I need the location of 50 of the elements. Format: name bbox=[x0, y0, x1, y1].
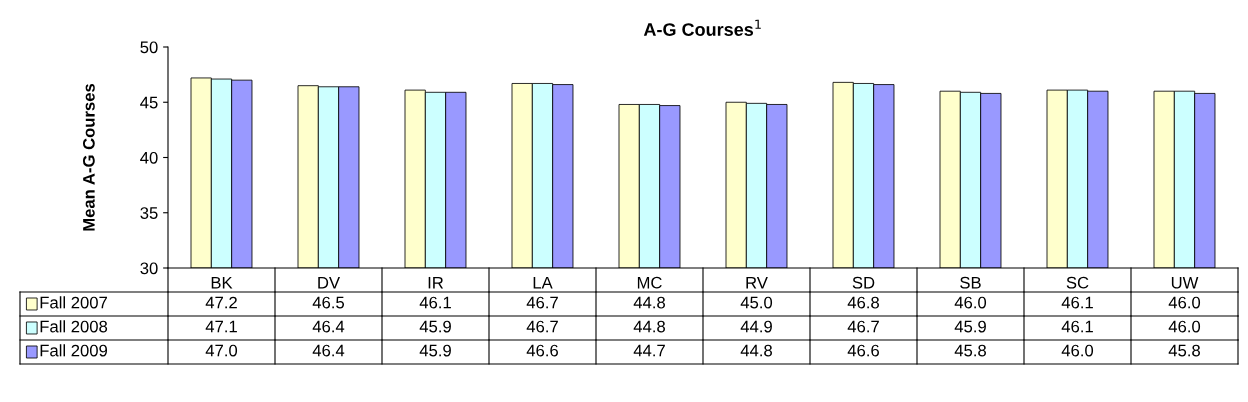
data-label: 47.1 bbox=[205, 320, 237, 333]
x-tick-label: BK bbox=[211, 276, 233, 289]
legend-label: Fall 2009 bbox=[40, 344, 108, 357]
data-label: 46.1 bbox=[1061, 320, 1093, 333]
x-tick-label: IR bbox=[428, 276, 444, 289]
data-label: 47.2 bbox=[205, 296, 237, 309]
data-label: 44.8 bbox=[740, 344, 772, 357]
y-axis-title: Mean A-G Courses bbox=[82, 83, 95, 231]
data-label: 44.8 bbox=[633, 320, 665, 333]
data-label: 45.8 bbox=[1168, 344, 1200, 357]
x-tick-label: SB bbox=[960, 276, 981, 289]
y-tick-label: 35 bbox=[140, 207, 158, 219]
chart-title: A-G Courses$^{1}$ bbox=[643, 19, 761, 36]
data-label: 46.6 bbox=[526, 344, 558, 357]
data-label: 46.6 bbox=[847, 344, 879, 357]
y-tick-label: 30 bbox=[140, 262, 158, 275]
y-tick-label: 45 bbox=[140, 96, 158, 109]
x-tick-label: RV bbox=[746, 276, 768, 289]
data-label: 46.8 bbox=[847, 296, 879, 309]
data-label: 46.0 bbox=[1168, 296, 1201, 309]
y-tick-label: 40 bbox=[140, 151, 158, 164]
x-tick-label: SD bbox=[852, 276, 875, 289]
data-label: 45.9 bbox=[954, 320, 986, 333]
data-label: 44.9 bbox=[740, 320, 772, 333]
data-label: 45.9 bbox=[419, 320, 451, 333]
data-label: 46.1 bbox=[1061, 296, 1093, 309]
x-tick-label: MC bbox=[637, 276, 662, 289]
data-label: 46.1 bbox=[419, 296, 451, 309]
x-tick-label: LA bbox=[533, 276, 553, 289]
data-label: 45.8 bbox=[954, 344, 986, 357]
x-tick-label: DV bbox=[318, 276, 340, 289]
x-tick-label: SC bbox=[1066, 276, 1089, 289]
data-label: 46.5 bbox=[312, 296, 345, 309]
data-label: 46.4 bbox=[312, 320, 345, 333]
data-label: 46.7 bbox=[526, 296, 558, 309]
data-label: 45.9 bbox=[419, 344, 451, 357]
data-label: 45.0 bbox=[740, 296, 773, 309]
data-label: 44.7 bbox=[633, 344, 665, 357]
data-label: 46.0 bbox=[1168, 320, 1201, 333]
x-tick-label: UW bbox=[1171, 276, 1199, 289]
y-tick-label: 50 bbox=[140, 41, 158, 54]
data-label: 46.4 bbox=[312, 344, 345, 357]
legend-label: Fall 2007 bbox=[40, 296, 107, 309]
legend-label: Fall 2008 bbox=[40, 320, 108, 333]
data-label: 47.0 bbox=[205, 344, 238, 357]
data-label: 46.0 bbox=[1061, 344, 1094, 357]
data-label: 44.8 bbox=[633, 296, 665, 309]
data-label: 46.7 bbox=[526, 320, 558, 333]
data-label: 46.0 bbox=[954, 296, 987, 309]
data-label: 46.7 bbox=[847, 320, 879, 333]
